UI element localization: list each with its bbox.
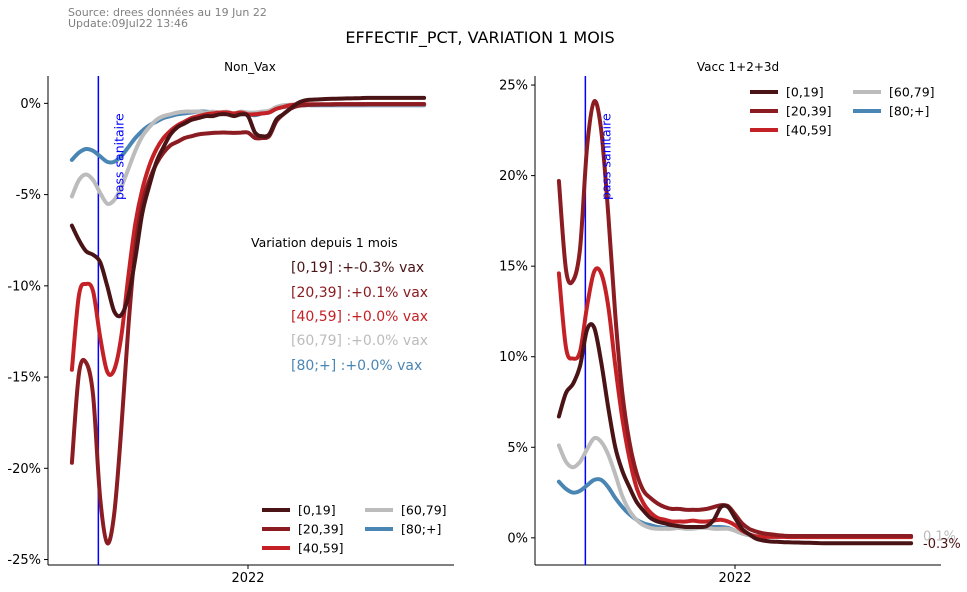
panel-vacc: Vacc 1+2+3d 0% 5% 10% 15% 20% 25% 2022 pass san… [499, 60, 961, 586]
y-tick-label: -5% [16, 188, 41, 203]
y-tick-label: 15% [499, 260, 528, 275]
x-tick-label: 2022 [718, 571, 751, 586]
end-label-0-19: -0.3% [923, 537, 961, 552]
y-tick-label: 10% [499, 350, 528, 365]
legend-label-0-19: [0,19] [298, 503, 336, 518]
y-tick-label: -15% [7, 371, 41, 386]
panel-title-non-vax: Non_Vax [224, 60, 276, 74]
update-line: Update:09Jul22 13:46 [68, 17, 188, 30]
legend-label-40-59: [40,59] [298, 541, 344, 556]
annotation-line-80-plus: [80;+] :+0.0% vax [291, 358, 422, 374]
annotation-line-40-59: [40,59] :+0.0% vax [291, 309, 428, 325]
suptitle: EFFECTIF_PCT, VARIATION 1 MOIS [345, 28, 614, 48]
legend-label-20-39: [20,39] [786, 104, 832, 119]
y-tick-label: -10% [7, 279, 41, 294]
legend-label-80: [80;+] [889, 104, 929, 119]
legend-label-20-39: [20,39] [298, 522, 344, 537]
panel-title-vacc: Vacc 1+2+3d [697, 60, 779, 74]
pass-sanitaire-label: pass sanitaire [598, 113, 613, 200]
legend-label-60-79: [60,79] [889, 85, 935, 100]
y-tick-label: 25% [499, 79, 528, 94]
series-line-40-59 [556, 266, 914, 540]
x-tick-label: 2022 [231, 571, 264, 586]
y-tick-label: 0% [507, 531, 528, 546]
source-line: Source: drees données au 19 Jun 22 [68, 6, 267, 19]
annotation-line-20-39: [20,39] :+0.1% vax [291, 285, 428, 301]
legend-label-0-19: [0,19] [786, 85, 824, 100]
series-line-20-39 [69, 102, 427, 546]
series-line-80 [556, 477, 914, 539]
series-line-0-19 [556, 322, 914, 546]
y-tick-label: -25% [7, 553, 41, 568]
legend-label-60-79: [60,79] [401, 503, 447, 518]
legend-label-80: [80;+] [401, 522, 441, 537]
y-tick-label: -20% [7, 462, 41, 477]
y-tick-label: 20% [499, 169, 528, 184]
series-line-0-19 [69, 95, 427, 319]
y-tick-label: 0% [20, 97, 41, 112]
pass-sanitaire-label: pass sanitaire [111, 113, 126, 200]
annotation-line-0-19: [0,19] :+-0.3% vax [291, 260, 424, 276]
end-label-60-79: 0.1% [923, 530, 956, 545]
annotation-box: Variation depuis 1 mois [0,19] :+-0.3% v… [251, 235, 428, 374]
legend-label-40-59: [40,59] [786, 123, 832, 138]
y-tick-label: 5% [507, 441, 528, 456]
annotation-line-60-79: [60,79] :+0.0% vax [291, 333, 428, 349]
annotation-title: Variation depuis 1 mois [251, 235, 398, 250]
panel-non-vax: Non_Vax Variation depuis 1 mois [0,19] :… [7, 60, 454, 586]
